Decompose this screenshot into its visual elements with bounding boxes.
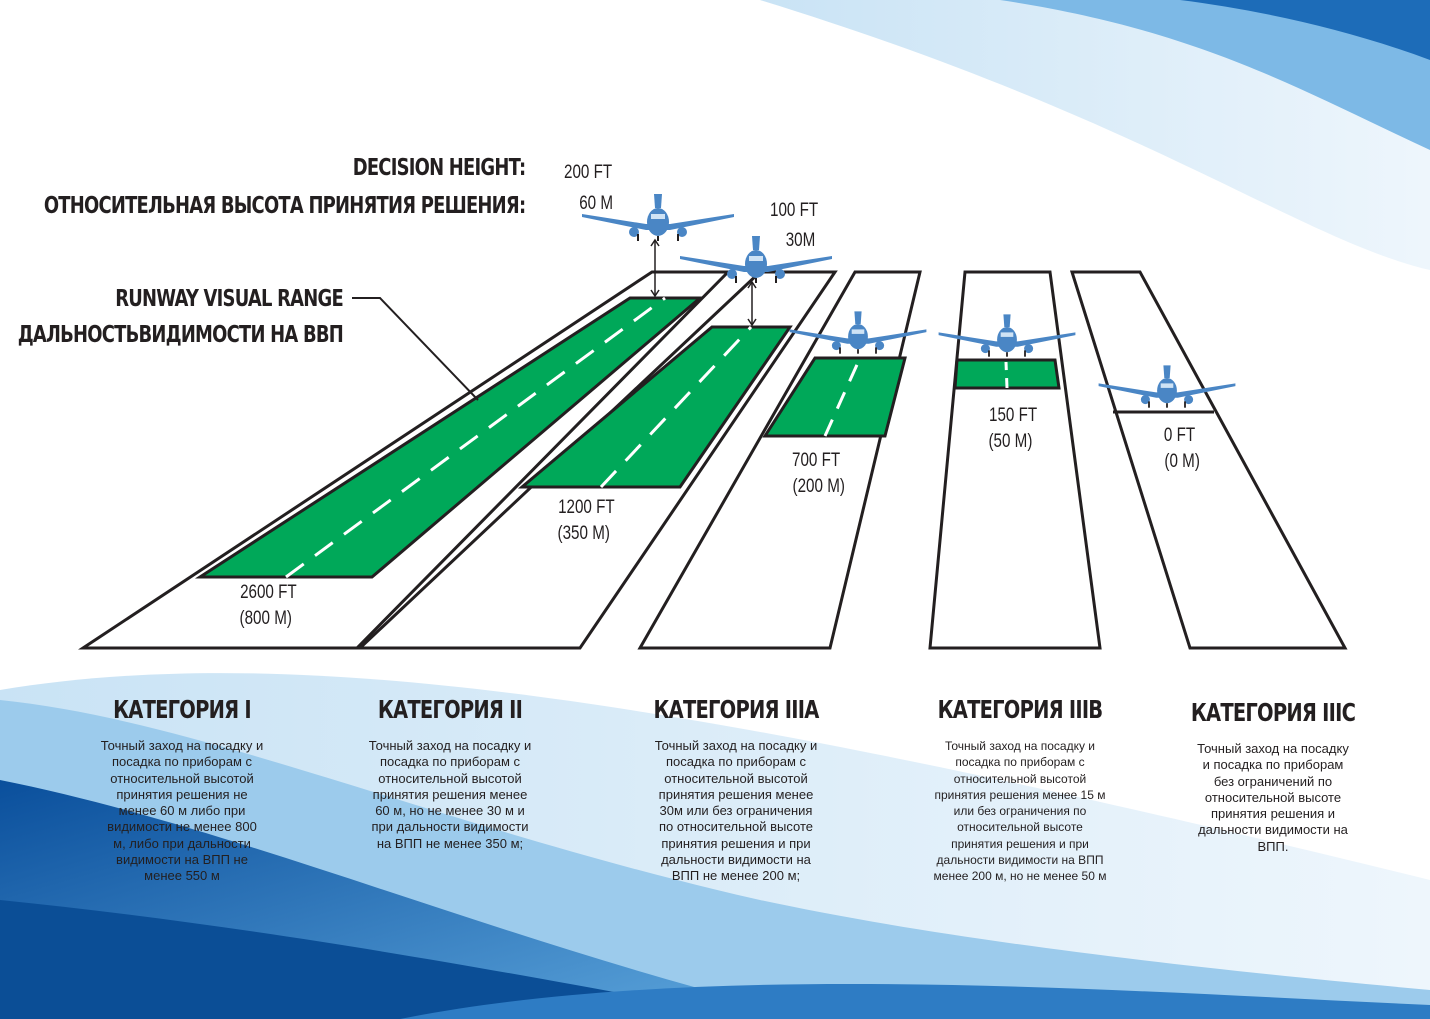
airplane-icon	[1098, 365, 1236, 408]
category-description: Точный заход на посадку и посадка по при…	[1197, 741, 1349, 854]
airplane-icon	[938, 314, 1076, 357]
height-100ft: 100 FT	[770, 200, 819, 221]
rvr-1-m: (800 M)	[239, 608, 292, 629]
rvr-3-m: (200 M)	[792, 476, 845, 497]
category-3b: КАТЕГОРИЯ IIIB Точный заход на посадку и…	[890, 695, 1150, 885]
category-title: КАТЕГОРИЯ IIIB	[937, 695, 1104, 724]
decision-height-en: DECISION HEIGHT:	[352, 155, 526, 181]
runway-cat-3a	[637, 270, 922, 650]
category-1: КАТЕГОРИЯ I Точный заход на посадку и по…	[52, 695, 312, 885]
category-description: Точный заход на посадку и посадка по при…	[654, 738, 818, 884]
height-60m: 60 M	[579, 193, 614, 214]
rvr-en: RUNWAY VISUAL RANGE	[115, 286, 344, 312]
decision-height-ru: ОТНОСИТЕЛЬНАЯ ВЫСОТА ПРИНЯТИЯ РЕШЕНИЯ:	[43, 193, 525, 219]
category-description: Точный заход на посадку и посадка по при…	[368, 738, 532, 851]
rvr-ru: ДАЛЬНОСТЬВИДИМОСТИ НА ВВП	[17, 322, 344, 348]
rvr-4-m: (50 M)	[988, 431, 1033, 452]
category-description: Точный заход на посадку и посадка по при…	[933, 739, 1107, 884]
height-200ft: 200 FT	[564, 162, 613, 183]
runway-cat-3c	[1069, 270, 1348, 650]
runway-cat-3b	[928, 270, 1102, 650]
rvr-pointer-line	[352, 297, 479, 401]
airplane-icon	[582, 194, 734, 241]
category-3c: КАТЕГОРИЯ IIIC Точный заход на посадку и…	[1143, 698, 1403, 855]
category-title: КАТЕГОРИЯ II	[377, 695, 523, 724]
rvr-5-ft: 0 FT	[1163, 425, 1196, 446]
decision-height-arrows	[650, 238, 757, 327]
runway-cat-1	[78, 270, 732, 650]
rvr-5-m: (0 M)	[1164, 451, 1200, 472]
category-title: КАТЕГОРИЯ I	[113, 695, 252, 724]
rvr-2-m: (350 M)	[557, 523, 610, 544]
height-30m: 30M	[785, 230, 816, 251]
airplane-icon	[789, 311, 927, 354]
runway-cat-2	[356, 270, 838, 650]
airplane-icon	[680, 236, 832, 283]
rvr-4-ft: 150 FT	[989, 405, 1038, 426]
rvr-2-ft: 1200 FT	[558, 497, 615, 518]
category-title: КАТЕГОРИЯ IIIC	[1190, 698, 1356, 727]
category-description: Точный заход на посадку и посадка по при…	[100, 738, 264, 884]
rvr-3-ft: 700 FT	[792, 450, 841, 471]
category-3a: КАТЕГОРИЯ IIIA Точный заход на посадку и…	[606, 695, 866, 885]
category-title: КАТЕГОРИЯ IIIA	[653, 695, 819, 724]
category-2: КАТЕГОРИЯ II Точный заход на посадку и п…	[320, 695, 580, 852]
rvr-1-ft: 2600 FT	[240, 582, 297, 603]
